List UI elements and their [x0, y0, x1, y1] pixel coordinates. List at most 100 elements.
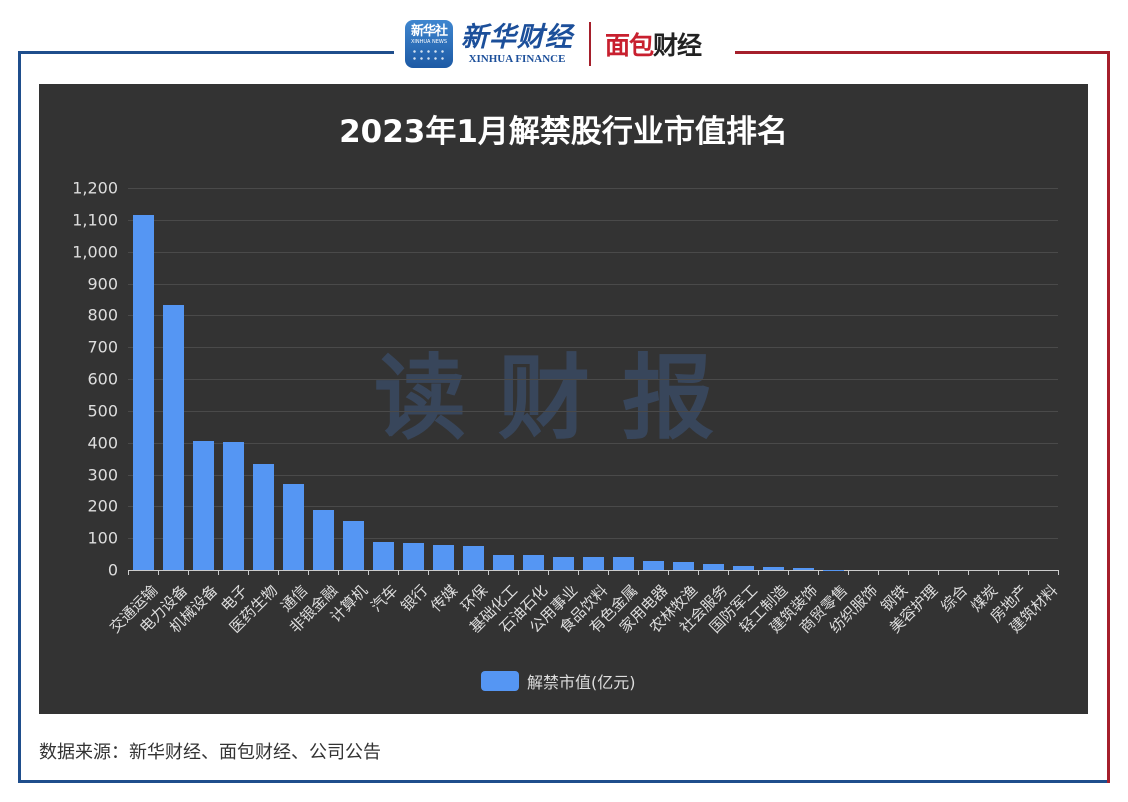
mianbao-logo-red: 面包 [605, 31, 654, 60]
xinhua-finance-logo: 新华财经 XINHUA FINANCE [461, 21, 573, 66]
bar[interactable] [702, 563, 724, 570]
x-tick [968, 570, 969, 575]
bar[interactable] [162, 305, 184, 570]
y-tick-label: 300 [87, 465, 118, 484]
y-tick-label: 500 [87, 401, 118, 421]
y-tick-label: 400 [87, 433, 118, 453]
y-tick-label: 100 [87, 528, 118, 548]
mianbao-logo-dark: 财经 [653, 31, 702, 60]
bar[interactable] [222, 441, 244, 570]
bar[interactable] [672, 562, 694, 570]
network-dots-icon [411, 48, 447, 62]
x-tick [218, 570, 219, 575]
gridline [128, 474, 1058, 476]
bar[interactable] [792, 568, 814, 570]
xinhua-badge-cn: 新华社 [410, 24, 448, 39]
y-tick-label: 0 [107, 560, 118, 580]
bar[interactable] [582, 557, 604, 570]
x-tick [518, 570, 519, 575]
x-tick [278, 570, 279, 575]
legend-label: 解禁市值(亿元) [527, 673, 636, 692]
chart-title: 2023年1月解禁股行业市值排名 [339, 114, 788, 150]
frame-border-top-right [735, 51, 1110, 54]
x-tick [998, 570, 999, 575]
frame-border-right [1107, 51, 1110, 783]
x-tick [308, 570, 309, 575]
x-tick [398, 570, 399, 575]
bar[interactable] [342, 520, 364, 570]
bar[interactable] [192, 441, 214, 570]
bar[interactable] [492, 555, 514, 570]
x-tick [158, 570, 159, 575]
frame-border-left [18, 51, 21, 783]
bar[interactable] [732, 565, 754, 570]
chart-panel: 2023年1月解禁股行业市值排名 读财报 0 100 200 300 400 500 600… [39, 84, 1088, 714]
gridline [128, 379, 1058, 380]
x-tick [1028, 570, 1029, 575]
watermark: 读财报 [374, 345, 747, 452]
logo-divider [589, 22, 591, 66]
bar[interactable] [612, 557, 634, 570]
legend[interactable]: 解禁市值(亿元) [481, 669, 636, 693]
y-tick-label: 600 [87, 369, 118, 389]
x-tick [1058, 570, 1059, 575]
plot-area: 0 100 200 300 400 500 600 700 800 900 1,000 1,100 1,… [72, 179, 1061, 637]
x-tick [728, 570, 729, 575]
y-tick-label: 1,100 [72, 210, 118, 230]
data-source-note: 数据来源：新华财经、面包财经、公司公告 [39, 742, 381, 763]
x-tick [908, 570, 909, 575]
x-tick [248, 570, 249, 575]
gridline [128, 188, 1058, 189]
gridline [128, 251, 1058, 253]
xinhua-finance-cn: 新华财经 [461, 21, 573, 53]
bar[interactable] [372, 541, 394, 570]
x-tick [578, 570, 579, 575]
y-tick-label: 700 [87, 337, 118, 357]
gridline [128, 347, 1058, 349]
x-tick [878, 570, 879, 575]
y-tick-label: 1,200 [72, 178, 118, 198]
x-tick [938, 570, 939, 575]
x-category-label: 综合 [937, 581, 972, 616]
x-category-label: 银行 [397, 581, 432, 616]
bar[interactable] [402, 543, 424, 570]
bar[interactable] [762, 567, 784, 570]
x-category-label: 传媒 [427, 581, 462, 616]
xinhua-badge-en: XINHUA NEWS [410, 39, 448, 45]
x-axis [128, 570, 1058, 571]
gridline [128, 506, 1058, 508]
x-tick [638, 570, 639, 575]
gridline [128, 315, 1058, 317]
x-tick [488, 570, 489, 575]
x-tick [698, 570, 699, 575]
legend-swatch-icon [481, 671, 519, 691]
gridline [128, 410, 1058, 412]
x-tick [758, 570, 759, 575]
gridline [128, 538, 1058, 540]
gridline [128, 442, 1058, 444]
xinhua-news-logo-icon: 新华社 XINHUA NEWS [405, 20, 453, 68]
bar[interactable] [282, 484, 304, 570]
y-tick-label: 900 [87, 274, 118, 293]
header-logos: 新华社 XINHUA NEWS 新华财经 XINHUA FINANCE 面包 财经 [405, 18, 702, 70]
gridline [128, 219, 1058, 221]
x-tick [608, 570, 609, 575]
bar[interactable] [432, 544, 454, 570]
x-tick [188, 570, 189, 575]
x-tick [788, 570, 789, 575]
bar[interactable] [552, 556, 574, 570]
bar[interactable] [462, 546, 484, 570]
x-tick [368, 570, 369, 575]
bar[interactable] [132, 214, 154, 570]
frame-border-bottom [18, 780, 1110, 783]
bar[interactable] [522, 555, 544, 570]
x-tick [458, 570, 459, 575]
x-tick [818, 570, 819, 575]
x-tick [128, 570, 129, 575]
x-category-label: 汽车 [367, 581, 402, 616]
bar[interactable] [252, 463, 274, 570]
bar[interactable] [312, 510, 334, 570]
x-tick [848, 570, 849, 575]
y-tick-label: 800 [87, 305, 118, 325]
bar[interactable] [642, 561, 664, 570]
